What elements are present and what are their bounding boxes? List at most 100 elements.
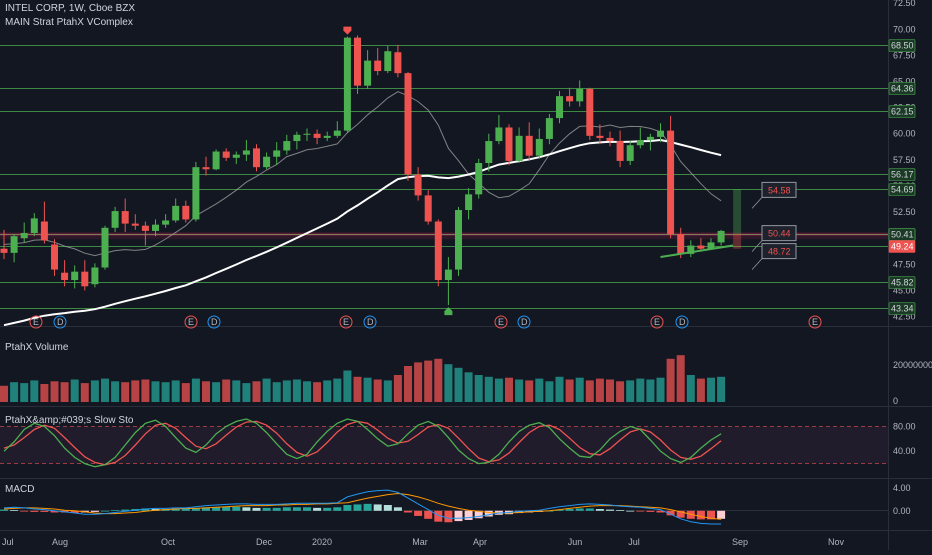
event-marker-label: D [679,317,686,327]
candle-body [535,138,543,156]
macd-histogram-bar [404,510,412,513]
macd-histogram-bar [333,507,342,511]
candle [253,144,260,172]
level-price-tag [888,82,916,95]
volume-bar [252,381,261,402]
candle [40,201,48,244]
volume-bar [292,379,301,402]
candle-body [475,163,483,195]
candle [101,225,109,270]
macd-histogram-bar [10,510,19,511]
macd-histogram-bar [20,510,29,512]
candle-body [677,234,685,254]
macd-histogram-bar [393,507,402,511]
volume-bar [232,380,241,402]
candle-body [20,233,28,239]
candle-body [343,37,351,131]
macd-histogram-bar [424,510,433,519]
volume-bar [424,360,433,402]
candle [616,130,624,168]
candle-body [596,135,604,138]
volume-bar [313,382,322,402]
candle-body [10,236,18,253]
price-tick-label: 52.50 [893,207,916,217]
candle [182,200,190,223]
candle [434,219,442,287]
candle-body [81,271,89,287]
macd-histogram-bar [373,504,382,511]
trend-line [660,244,734,259]
candle-body [465,194,473,211]
time-axis-label: Jul [628,537,640,547]
volume-bar [535,378,544,402]
candle-body [515,135,523,161]
level-price-tag [888,240,916,253]
candle-body [121,211,129,224]
sto-k-line [3,418,722,468]
candle [172,198,180,223]
macd-histogram-bar [30,510,39,512]
event-marker-label: D [211,317,218,327]
candle [364,50,372,89]
candle-body [91,267,99,285]
candle-body [51,244,58,270]
volume-bar [686,375,695,402]
volume-bar [585,380,594,402]
candle [576,80,584,107]
candle [414,167,422,201]
volume-bar [616,381,625,402]
candle [343,36,351,133]
volume-bar [484,376,493,402]
macd-histogram-bar [343,505,352,511]
volume-bar [282,380,291,402]
projection-connector [751,197,763,209]
level-price-tag [888,302,916,315]
macd-histogram-bar [454,510,463,522]
candle [20,222,28,243]
volume-bar [272,382,281,402]
volume-bar [464,372,473,402]
volume-bar [707,377,715,402]
earnings-marker-icon [808,315,822,329]
candle-body [111,211,119,228]
candle [10,234,18,263]
candle [192,161,200,222]
volume-bar [20,383,29,402]
candle-body [586,88,594,136]
time-axis-label: Jul [2,537,14,547]
macd-histogram-bar [515,510,524,514]
candle [505,124,513,166]
event-marker-label: E [33,317,39,327]
level-price-tag [888,183,916,196]
volume-bar [393,375,402,402]
volume-pane-title: PtahX Volume [5,342,69,353]
candle-body [222,151,230,158]
volume-bar [212,382,221,402]
projection-zone-down [733,234,742,249]
volume-bar [10,382,19,402]
macd-histogram-bar [676,510,685,518]
macd-histogram-bar [696,510,705,520]
volume-bar [626,380,635,402]
macd-histogram-bar [686,510,695,519]
candle [525,122,533,160]
macd-histogram-bar [141,508,150,511]
sto-d-line [3,420,722,466]
volume-bar [646,379,655,402]
candle-body [646,136,654,141]
level-price-label: 62.15 [891,107,914,117]
candle-body [253,148,260,168]
candle-body [333,130,341,136]
macd-histogram-bar [252,507,261,511]
candle [81,260,89,291]
volume-bar [40,384,49,402]
level-price-label: 50.41 [891,230,914,240]
volume-bar [363,377,372,402]
projection-price-label: 48.72 [768,247,791,257]
sto-pane-title: PtahX&amp;#039;s Slow Sto [5,415,134,426]
candle [212,149,220,171]
macd-histogram-bar [272,507,281,511]
